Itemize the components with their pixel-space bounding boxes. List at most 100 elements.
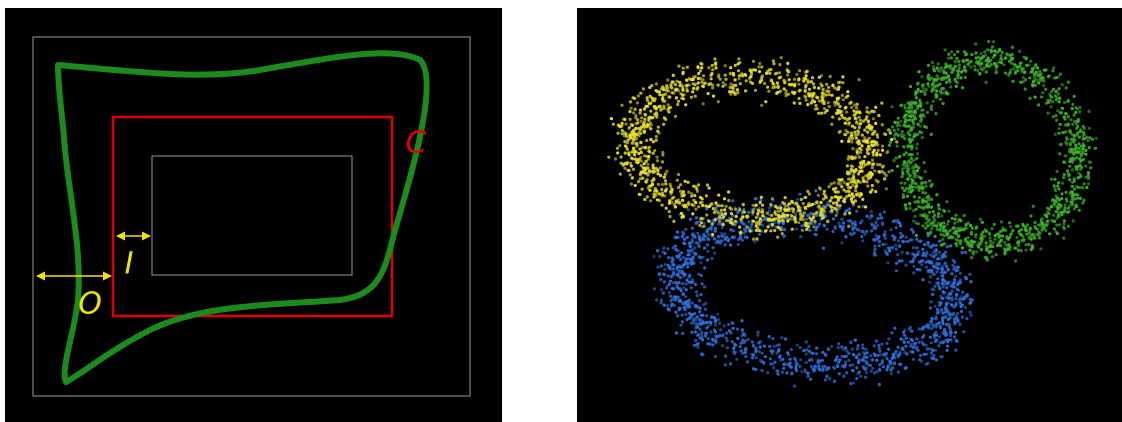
point	[643, 118, 646, 121]
point	[959, 305, 962, 308]
point	[862, 347, 865, 350]
point	[1000, 229, 1003, 232]
point	[935, 193, 938, 196]
point	[719, 217, 722, 220]
point	[986, 247, 989, 250]
point	[671, 188, 674, 191]
point	[771, 197, 774, 200]
point	[1088, 127, 1091, 130]
point	[737, 57, 740, 60]
point	[670, 305, 673, 308]
point	[920, 75, 923, 78]
point	[852, 195, 855, 198]
point	[964, 76, 967, 79]
point	[671, 81, 674, 84]
point	[1044, 88, 1047, 91]
point	[638, 193, 641, 196]
point	[918, 99, 921, 102]
point	[935, 282, 938, 285]
point	[941, 87, 944, 90]
point	[925, 344, 928, 347]
point	[954, 60, 957, 63]
point	[1057, 181, 1060, 184]
point	[998, 240, 1001, 243]
point	[633, 138, 636, 141]
point	[821, 92, 824, 95]
point	[667, 264, 670, 267]
point	[964, 251, 967, 254]
point	[957, 220, 960, 223]
point	[691, 78, 694, 81]
point	[865, 115, 868, 118]
point	[909, 207, 912, 210]
point	[886, 261, 889, 264]
point	[942, 69, 945, 72]
point	[875, 238, 878, 241]
point	[703, 222, 706, 225]
point	[812, 82, 815, 85]
point	[946, 92, 949, 95]
point	[707, 337, 710, 340]
point	[871, 166, 874, 169]
point	[656, 249, 659, 252]
point	[700, 63, 703, 66]
point	[915, 337, 918, 340]
point	[1063, 173, 1066, 176]
point	[736, 91, 739, 94]
point	[961, 246, 964, 249]
point	[814, 220, 817, 223]
point	[1055, 96, 1058, 99]
point	[1034, 84, 1037, 87]
point	[700, 261, 703, 264]
point	[881, 145, 884, 148]
point	[778, 343, 781, 346]
point	[908, 202, 911, 205]
point	[1082, 158, 1085, 161]
point	[833, 181, 836, 184]
point	[729, 206, 732, 209]
point	[857, 141, 860, 144]
point	[903, 182, 906, 185]
point	[758, 233, 761, 236]
point	[754, 368, 757, 371]
point	[676, 314, 679, 317]
point	[956, 312, 959, 315]
point	[847, 155, 850, 158]
point	[896, 145, 899, 148]
point	[760, 76, 763, 79]
point	[1076, 146, 1079, 149]
point	[708, 186, 711, 189]
point	[683, 308, 686, 311]
point	[703, 225, 706, 228]
point	[917, 70, 920, 73]
point	[917, 205, 920, 208]
point	[854, 117, 857, 120]
point	[656, 159, 659, 162]
point	[1087, 110, 1090, 113]
point	[792, 210, 795, 213]
point	[902, 163, 905, 166]
point	[890, 372, 893, 375]
point	[1023, 70, 1026, 73]
point	[870, 110, 873, 113]
point	[1067, 81, 1070, 84]
point	[825, 90, 828, 93]
point	[737, 69, 740, 72]
point	[876, 136, 879, 139]
point	[677, 65, 680, 68]
point	[1030, 248, 1033, 251]
point	[865, 215, 868, 218]
point	[681, 282, 684, 285]
point	[679, 300, 682, 303]
point	[930, 104, 933, 107]
point	[688, 317, 691, 320]
point	[1057, 92, 1060, 95]
point	[813, 369, 816, 372]
point	[932, 288, 935, 291]
point	[946, 233, 949, 236]
point	[1016, 241, 1019, 244]
point	[844, 360, 847, 363]
point	[777, 219, 780, 222]
point	[752, 204, 755, 207]
point	[1039, 76, 1042, 79]
